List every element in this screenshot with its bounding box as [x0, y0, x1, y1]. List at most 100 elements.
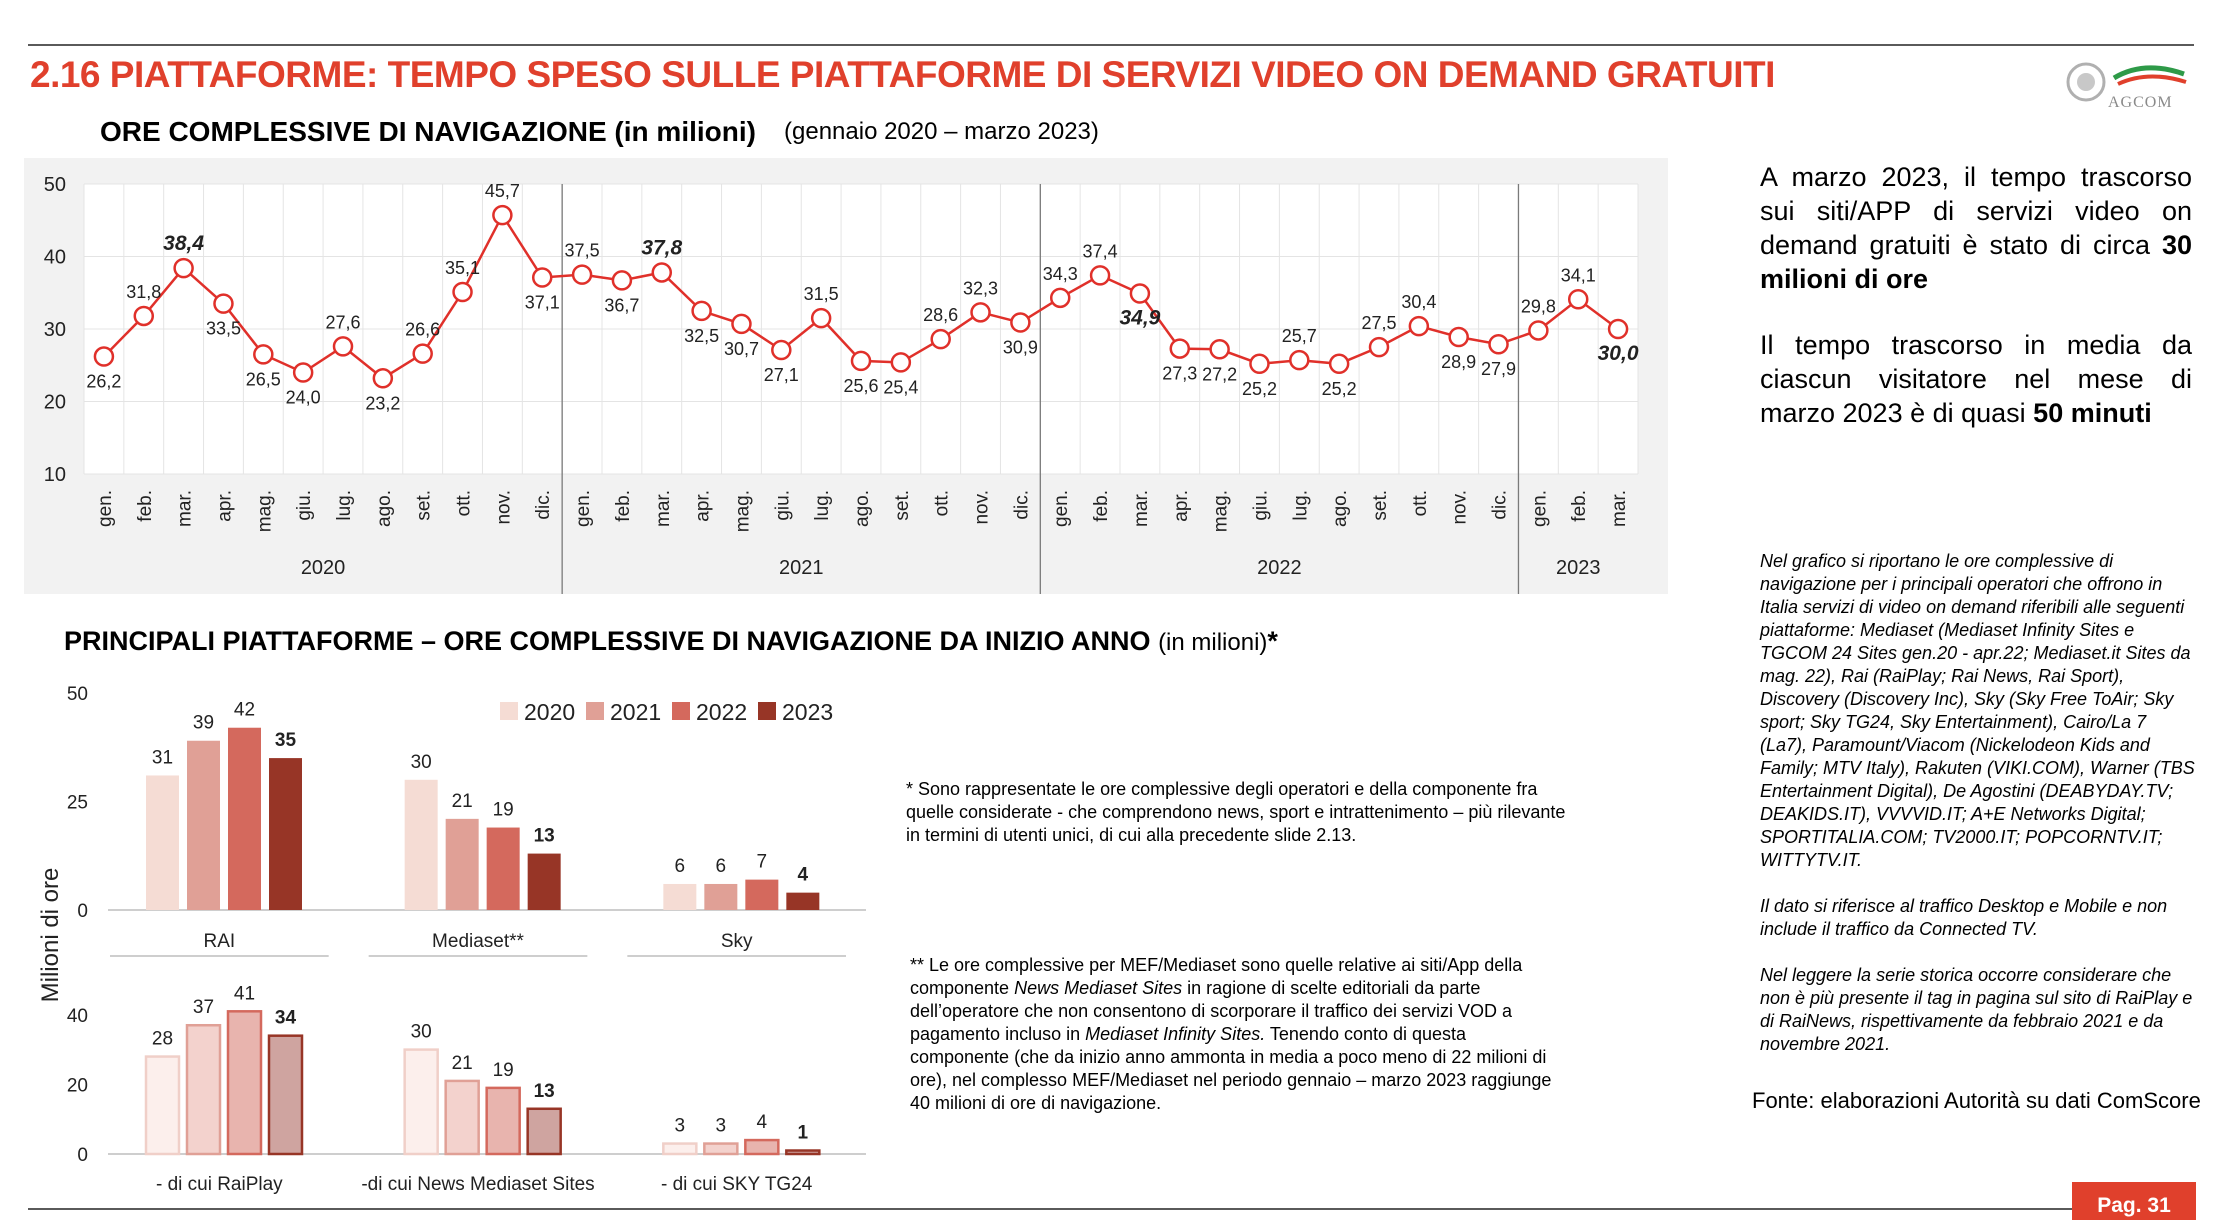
- line-chart-panel: 10 20 30 40 50 2020 2021 2022 2023 gen. feb. mar. ap…: [24, 158, 1668, 594]
- line-point: [253, 344, 274, 365]
- bar-legend-swatch: [500, 702, 518, 720]
- agcom-logo-text: AGCOM: [2108, 94, 2173, 111]
- line-x-tick-label: lug.: [334, 490, 355, 521]
- line-year-label: 2022: [1257, 557, 1302, 579]
- bar: [704, 883, 738, 910]
- line-data-label: 30,9: [1003, 337, 1038, 357]
- bar-data-label: 6: [716, 856, 727, 877]
- line-point: [1408, 315, 1430, 337]
- line-x-tick-label: nov.: [493, 490, 514, 525]
- line-data-label: 25,2: [1242, 379, 1277, 399]
- line-point: [651, 262, 673, 283]
- line-y-tick-label: 10: [44, 464, 66, 486]
- line-point: [1049, 287, 1071, 309]
- line-x-tick-label: ago.: [1330, 490, 1351, 527]
- bar: [785, 1149, 821, 1156]
- bar-legend-swatch: [758, 702, 776, 720]
- line-x-tick-label: ott.: [1410, 490, 1431, 516]
- line-data-label: 37,4: [1083, 241, 1118, 261]
- line-point: [771, 339, 792, 361]
- line-x-tick-label: dic.: [1490, 490, 1511, 520]
- line-x-tick-label: mar.: [175, 490, 196, 527]
- line-data-label: 31,5: [804, 284, 839, 304]
- line-data-label: 26,6: [405, 320, 440, 340]
- line-year-label: 2021: [779, 557, 824, 579]
- line-chart-title: ORE COMPLESSIVE DI NAVIGAZIONE (in milio…: [100, 116, 756, 147]
- side-note-p1: Nel grafico si riportano le ore compless…: [1760, 551, 2195, 870]
- line-data-label: 24,0: [286, 388, 321, 408]
- line-x-tick-label: apr.: [693, 490, 714, 522]
- line-x-tick-label: lug.: [812, 490, 833, 521]
- bar-data-label: 4: [757, 1112, 768, 1133]
- line-x-tick-label: ott.: [932, 490, 953, 516]
- line-point: [1567, 289, 1589, 310]
- line-data-label: 27,6: [325, 312, 360, 332]
- line-x-tick-label: giu.: [1250, 490, 1271, 521]
- line-x-tick-label: mag.: [254, 490, 275, 532]
- line-data-label: 35,1: [445, 258, 480, 278]
- bar: [226, 1010, 263, 1156]
- line-data-label: 31,8: [126, 282, 161, 302]
- bar: [527, 853, 561, 910]
- bar: [404, 779, 438, 910]
- line-data-label: 32,5: [684, 326, 719, 346]
- line-x-tick-label: mar.: [653, 490, 674, 527]
- line-point: [1488, 333, 1509, 355]
- page-title: 2.16 PIATTAFORME: TEMPO SPESO SULLE PIAT…: [30, 54, 1775, 95]
- line-point: [1089, 265, 1111, 286]
- line-point: [890, 352, 912, 373]
- line-x-tick-label: ago.: [374, 490, 395, 527]
- bar-category-label: Mediaset**: [432, 931, 524, 952]
- bar: [187, 740, 220, 910]
- bar-category-label: - di cui SKY TG24: [661, 1174, 813, 1195]
- bar-category-label: Sky: [721, 931, 753, 952]
- line-chart-range: (gennaio 2020 – marzo 2023): [784, 118, 1099, 145]
- side-summary: A marzo 2023, il tempo trascorso sui sit…: [1760, 160, 2192, 462]
- line-x-tick-label: dic.: [1011, 490, 1032, 520]
- line-point: [133, 305, 155, 327]
- bar: [485, 1086, 521, 1156]
- line-point: [1528, 320, 1549, 341]
- bar-chart-title: PRINCIPALI PIATTAFORME – ORE COMPLESSIVE…: [64, 626, 1278, 657]
- bar-chart-title-unit: (in milioni): [1158, 629, 1268, 656]
- line-data-label: 28,9: [1441, 352, 1476, 372]
- line-point: [611, 270, 633, 291]
- line-data-label: 33,5: [206, 319, 241, 339]
- line-x-tick-label: nov.: [1450, 490, 1471, 525]
- line-data-label: 26,2: [86, 372, 121, 392]
- line-point: [930, 328, 951, 350]
- line-point: [213, 293, 234, 314]
- bar: [745, 879, 779, 910]
- bar: [786, 892, 820, 910]
- line-data-label: 37,8: [641, 236, 682, 259]
- line-y-tick-label: 50: [44, 174, 66, 196]
- side-p2-text: Il tempo trascorso in media da ciascun v…: [1760, 330, 2192, 428]
- bar-y-axis-label: Milioni di ore: [37, 868, 64, 1003]
- line-x-tick-label: mag.: [732, 490, 753, 532]
- line-x-tick-label: gen.: [1051, 490, 1072, 527]
- line-point: [1607, 318, 1629, 340]
- line-x-tick-label: feb.: [1569, 490, 1590, 522]
- side-note-p2: Il dato si riferisce al traffico Desktop…: [1760, 896, 2168, 939]
- line-point: [1289, 349, 1310, 371]
- side-note-p3: Nel leggere la serie storica occorre con…: [1760, 965, 2193, 1054]
- line-data-label: 25,2: [1322, 379, 1357, 399]
- line-data-label: 34,1: [1561, 265, 1596, 285]
- line-data-label: 25,6: [843, 376, 878, 396]
- line-year-label: 2023: [1556, 557, 1601, 579]
- side-p1-text: A marzo 2023, il tempo trascorso sui sit…: [1760, 162, 2192, 260]
- line-x-tick-label: mag.: [1211, 490, 1232, 532]
- line-point: [691, 300, 712, 322]
- bar-y-tick-label: 50: [67, 684, 88, 705]
- bar-data-label: 19: [493, 800, 514, 821]
- bar-data-label: 42: [234, 700, 255, 721]
- bar-data-label: 6: [675, 856, 686, 877]
- line-point: [1129, 283, 1151, 304]
- bar-data-label: 31: [152, 747, 173, 768]
- line-data-label: 38,4: [163, 232, 204, 255]
- bar-legend-label: 2021: [610, 699, 661, 725]
- line-point: [412, 343, 433, 364]
- line-point: [850, 350, 872, 372]
- bar-y-tick-label: 20: [67, 1075, 88, 1096]
